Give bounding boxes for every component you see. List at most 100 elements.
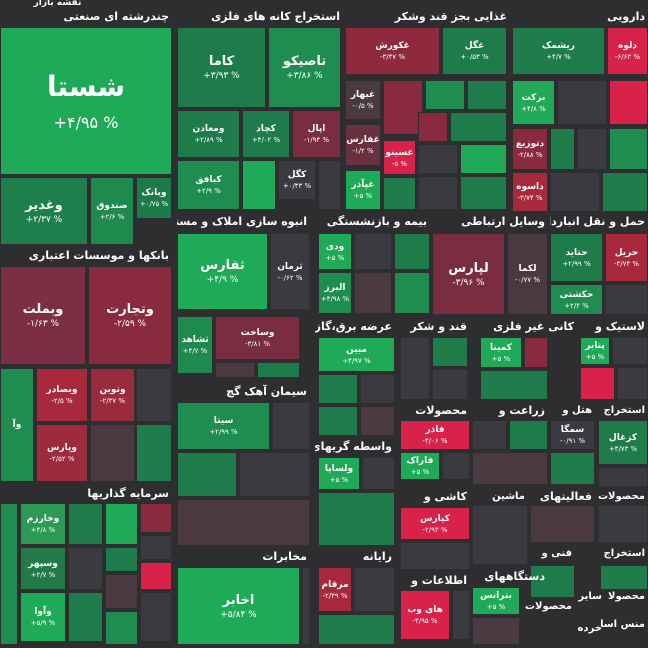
sector-title: محصولات	[524, 601, 572, 612]
stock-tile[interactable]: لپارس -۳/۹۶ %	[432, 233, 505, 315]
stock-symbol: مبین	[345, 344, 368, 355]
filler-tile	[360, 406, 395, 436]
filler-tile	[524, 337, 548, 368]
stock-tile[interactable]: سمگا -۰/۹۱ %	[550, 420, 595, 450]
stock-tile[interactable]: حتاید +۲/۹۹ %	[550, 233, 603, 282]
filler-tile	[354, 567, 395, 612]
stock-tile[interactable]: وغدیر +۲/۳۷ %	[0, 177, 88, 245]
stock-tile[interactable]: کزغال +۴/۷۳ %	[598, 420, 648, 465]
stock-tile[interactable]: وسپهر +۲/۷ %	[20, 547, 66, 590]
stock-tile[interactable]: داسوه -۳/۷۴ %	[512, 172, 548, 212]
stock-tile[interactable]: حکشتی +۲/۴ %	[550, 284, 603, 315]
stock-tile[interactable]: اپال -۱/۹۴ %	[292, 110, 341, 158]
stock-tile[interactable]: البرز +۴/۹۸ %	[318, 272, 352, 314]
filler-tile	[136, 368, 172, 422]
stock-tile[interactable]: کپارس -۲/۹۳ %	[400, 507, 470, 540]
filler-tile	[460, 176, 507, 210]
stock-tile[interactable]: ودی +۵ %	[318, 233, 352, 270]
stock-change: -۲/۹۳ %	[422, 525, 448, 534]
stock-symbol: کمینا	[490, 342, 512, 353]
stock-change: -۱/۲ %	[352, 147, 374, 155]
stock-tile[interactable]: غگل +۰/۵۳ %	[442, 27, 507, 75]
stock-tile[interactable]: وآوا +۵/۹ %	[20, 592, 66, 642]
filler-tile	[450, 112, 507, 142]
stock-symbol: تاصیکو	[282, 54, 327, 69]
stock-tile[interactable]: کبافق +۲/۹ %	[177, 160, 240, 210]
stock-tile[interactable]: کچاد +۴/۰۲ %	[242, 110, 290, 158]
stock-tile[interactable]: وآ	[0, 368, 34, 482]
stock-tile[interactable]: دلوه -۶/۶۳ %	[607, 27, 648, 75]
stock-tile[interactable]: وساخت -۳/۸۱ %	[215, 316, 300, 360]
stock-tile[interactable]: بترانس +۵ %	[472, 587, 520, 615]
stock-tile[interactable]: پتایر +۵ %	[580, 337, 610, 365]
stock-change: +۴/۷۳ %	[608, 444, 638, 453]
stock-tile[interactable]: سیتا +۲/۹۹ %	[177, 402, 270, 450]
stock-tile[interactable]: ومعادن +۲/۸۹ %	[177, 110, 240, 158]
stock-tile[interactable]: وخارزم +۴/۸ %	[20, 503, 66, 545]
stock-tile[interactable]: فاذر -۴/۰۶ %	[400, 420, 470, 450]
filler-tile	[257, 362, 300, 378]
stock-tile[interactable]: فاراک +۵ %	[400, 452, 440, 480]
stock-tile[interactable]: وتجارت -۲/۵۹ %	[88, 266, 172, 365]
filler-tile	[68, 592, 103, 642]
stock-change: -۴/۷۴ %	[613, 259, 640, 268]
stock-tile[interactable]: های وب -۴/۹۵ %	[400, 590, 450, 640]
sector-title: عرضه برق،گاز،بخار	[315, 320, 392, 333]
sector-title: استخراج	[603, 405, 645, 416]
sector-title: محصولات	[415, 404, 467, 417]
sector-title: لاستیک و	[595, 320, 645, 333]
stock-change: +۴/۸ %	[521, 104, 546, 113]
filler-tile	[0, 503, 18, 645]
stock-tile[interactable]: وتوین -۲/۳۷ %	[90, 368, 135, 422]
stock-tile[interactable]: ریشمک +۴/۷ %	[512, 27, 605, 75]
stock-tile[interactable]: ثشاهد +۴/۷ %	[177, 316, 213, 374]
stock-tile[interactable]: دتوزیع -۲/۸۸ %	[512, 128, 548, 170]
stock-change: +۴/۰۲ %	[251, 136, 281, 144]
stock-tile[interactable]: غبهار -۰/۵ %	[345, 80, 381, 120]
stock-change: +۲/۴ %	[564, 301, 589, 310]
stock-tile[interactable]: لکما -۰/۷۷ %	[507, 233, 548, 315]
stock-symbol: دلوه	[618, 41, 637, 51]
stock-tile[interactable]: کگل +۰/۴۳ %	[278, 160, 316, 200]
stock-symbol: ثرمان	[277, 261, 303, 272]
stock-tile[interactable]: کاما +۳/۹۳ %	[177, 27, 266, 108]
stock-symbol: اپال	[307, 124, 326, 134]
stock-tile[interactable]: اخابر +۵/۸۴ %	[177, 567, 300, 645]
stock-tile[interactable]: غپآذر +۵ %	[345, 170, 381, 210]
stock-symbol: وغدیر	[25, 197, 63, 213]
stock-tile[interactable]: وپارس -۲/۵۲ %	[36, 424, 88, 482]
stock-tile[interactable]: حریل -۴/۷۴ %	[605, 233, 648, 282]
stock-tile[interactable]: ثفارس +۴/۹ %	[177, 233, 268, 310]
stock-tile[interactable]: صندوق +۲/۶ %	[90, 177, 134, 245]
stock-tile[interactable]: ولساپا +۵ %	[318, 457, 360, 490]
stock-tile[interactable]: غسینو -۵ %	[383, 140, 416, 175]
stock-tile[interactable]: تاصیکو +۳/۸۶ %	[268, 27, 341, 108]
sector-title: خرده	[577, 623, 602, 634]
sector-title: سیمان آهک گچ	[226, 385, 307, 398]
stock-tile[interactable]: وبصادر -۲/۵ %	[36, 368, 88, 422]
stock-tile[interactable]: ثرمان -۰/۶۲ %	[270, 233, 310, 310]
stock-tile[interactable]: مبین +۴/۹۷ %	[318, 337, 395, 372]
stock-tile[interactable]: وبانک +۰/۷۵ %	[136, 177, 172, 219]
stock-tile[interactable]: غکورش -۳/۴۷ %	[345, 27, 440, 75]
sector-title: سرمایه گذاریها	[87, 487, 169, 500]
stock-change: +۲/۹۹ %	[562, 259, 591, 268]
filler-tile	[394, 233, 430, 270]
sector-title: غذایی بجز قند وشکر	[394, 10, 507, 23]
filler-tile	[383, 177, 416, 210]
stock-tile[interactable]: شستا +۴/۹۵ %	[0, 27, 172, 175]
filler-tile	[272, 402, 310, 450]
stock-change: +۳/۹۳ %	[203, 71, 240, 81]
stock-symbol: غگل	[464, 41, 485, 51]
map-label: نقشه بازار	[33, 0, 82, 8]
stock-tile[interactable]: مرقام -۲/۴۹ %	[318, 567, 352, 612]
stock-tile[interactable]: وبملت -۱/۶۳ %	[0, 266, 86, 365]
filler-tile	[418, 176, 458, 210]
stock-symbol: فاراک	[406, 456, 434, 466]
stock-symbol: پتایر	[585, 341, 605, 351]
stock-tile[interactable]: کمینا +۵ %	[480, 337, 522, 368]
stock-change: +۰/۵۳ %	[460, 53, 489, 61]
stock-tile[interactable]: برکت +۴/۸ %	[512, 80, 555, 125]
sector-title: محصولا	[608, 591, 645, 602]
stock-tile[interactable]: غفارس -۱/۲ %	[345, 124, 381, 166]
